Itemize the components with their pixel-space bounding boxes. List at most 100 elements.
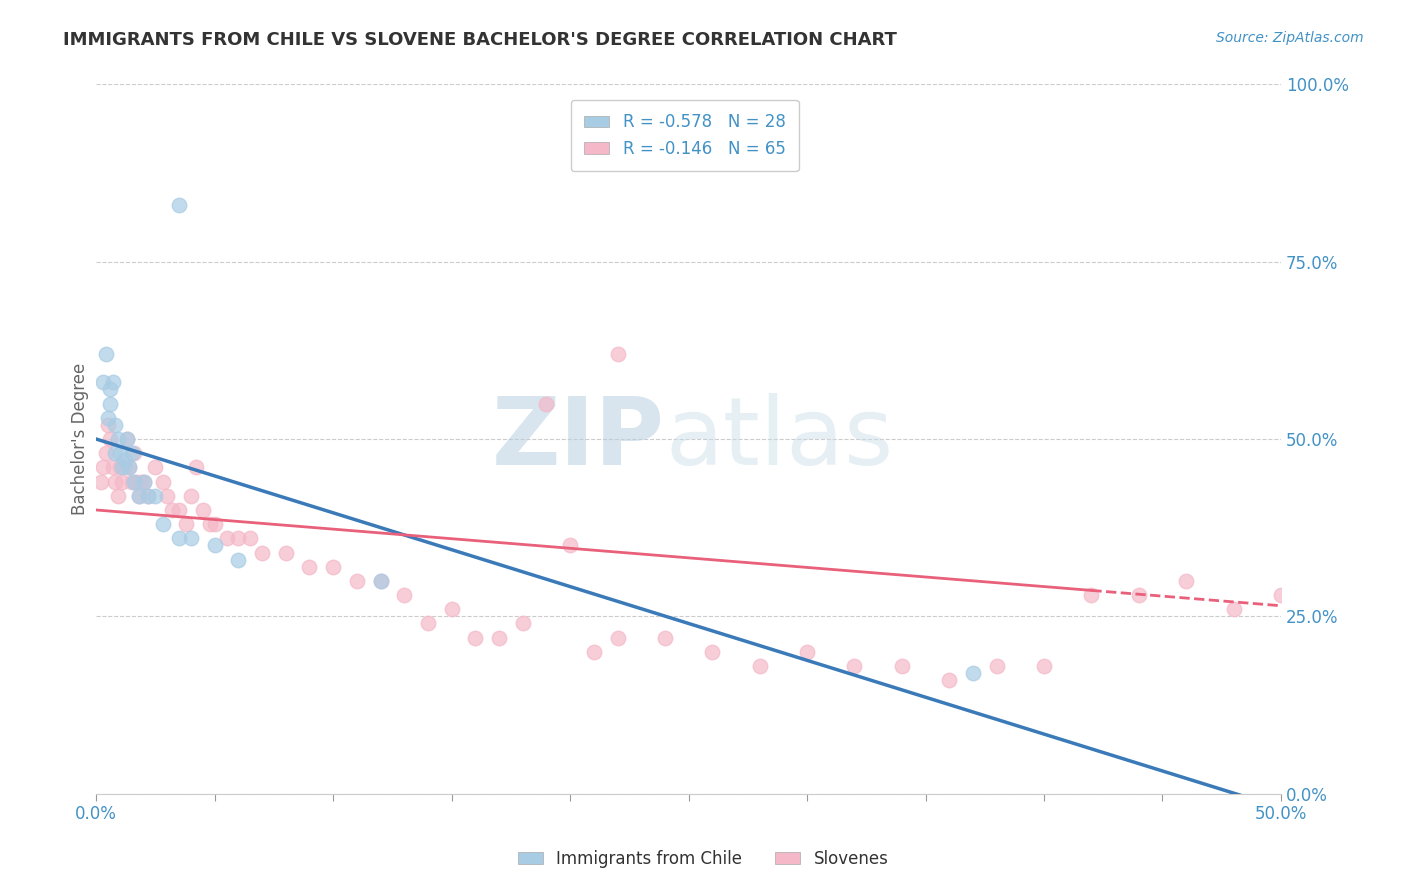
Point (370, 574, 392, 588)
Point (152, 475, 174, 489)
Point (128, 489, 150, 503)
Point (512, 616, 534, 631)
Point (748, 659, 770, 673)
Point (440, 602, 463, 616)
Point (114, 460, 136, 475)
Point (890, 659, 912, 673)
Point (122, 475, 145, 489)
Point (104, 446, 127, 460)
Legend: R = -0.578   N = 28, R = -0.146   N = 65: R = -0.578 N = 28, R = -0.146 N = 65 (571, 100, 799, 171)
Point (298, 559, 321, 574)
Point (107, 432, 129, 446)
Text: ZIP: ZIP (492, 393, 665, 485)
Point (180, 532, 202, 546)
Point (91, 460, 114, 475)
Point (274, 545, 297, 559)
Point (118, 460, 141, 475)
Point (115, 432, 138, 446)
Point (844, 659, 866, 673)
Point (118, 460, 141, 475)
Point (558, 538, 581, 552)
Point (938, 673, 960, 688)
Point (962, 666, 984, 681)
Point (250, 545, 273, 559)
Point (228, 552, 250, 566)
Point (416, 616, 439, 631)
Point (322, 559, 344, 574)
Point (180, 489, 202, 503)
Point (702, 645, 724, 659)
Point (152, 517, 174, 532)
Point (138, 489, 160, 503)
Point (1080, 588, 1102, 602)
Point (174, 517, 197, 532)
Point (121, 446, 143, 460)
Point (91, 376, 114, 390)
Point (160, 503, 183, 517)
Point (370, 574, 392, 588)
Point (138, 489, 160, 503)
Point (536, 396, 558, 410)
Point (101, 460, 124, 475)
Point (121, 475, 143, 489)
Point (97, 417, 120, 432)
Point (796, 645, 818, 659)
Point (184, 460, 207, 475)
Point (145, 489, 167, 503)
Point (145, 460, 167, 475)
Text: Source: ZipAtlas.com: Source: ZipAtlas.com (1216, 31, 1364, 45)
Point (156, 489, 179, 503)
Point (654, 631, 676, 645)
Point (167, 503, 190, 517)
Point (129, 475, 152, 489)
Point (111, 475, 134, 489)
Point (1175, 574, 1198, 588)
Point (132, 475, 155, 489)
Point (239, 532, 262, 546)
Point (215, 532, 238, 546)
Point (464, 631, 486, 645)
Point (1033, 659, 1056, 673)
Point (488, 631, 510, 645)
Point (100, 383, 122, 397)
Text: atlas: atlas (665, 393, 893, 485)
Point (1270, 588, 1292, 602)
Point (132, 475, 155, 489)
Point (104, 417, 127, 432)
Point (100, 432, 122, 446)
Point (122, 446, 145, 460)
Point (108, 460, 131, 475)
Point (167, 198, 190, 212)
Point (167, 532, 190, 546)
Point (986, 659, 1008, 673)
Point (107, 489, 129, 503)
Point (108, 446, 131, 460)
Point (125, 475, 148, 489)
Point (90, 475, 112, 489)
Point (104, 475, 127, 489)
Point (97, 410, 120, 425)
Point (115, 432, 138, 446)
Point (346, 574, 368, 588)
Legend: Immigrants from Chile, Slovenes: Immigrants from Chile, Slovenes (510, 844, 896, 875)
Point (94, 347, 117, 361)
Point (204, 538, 226, 552)
Point (191, 503, 214, 517)
Point (1222, 602, 1244, 616)
Y-axis label: Bachelor's Degree: Bachelor's Degree (72, 363, 89, 516)
Point (204, 517, 226, 532)
Point (606, 631, 628, 645)
Text: IMMIGRANTS FROM CHILE VS SLOVENE BACHELOR'S DEGREE CORRELATION CHART: IMMIGRANTS FROM CHILE VS SLOVENE BACHELO… (63, 31, 897, 49)
Point (94, 446, 117, 460)
Point (394, 588, 416, 602)
Point (198, 517, 221, 532)
Point (606, 347, 628, 361)
Point (582, 645, 605, 659)
Point (101, 376, 124, 390)
Point (114, 453, 136, 467)
Point (111, 460, 134, 475)
Point (100, 396, 122, 410)
Point (128, 489, 150, 503)
Point (228, 532, 250, 546)
Point (1128, 588, 1150, 602)
